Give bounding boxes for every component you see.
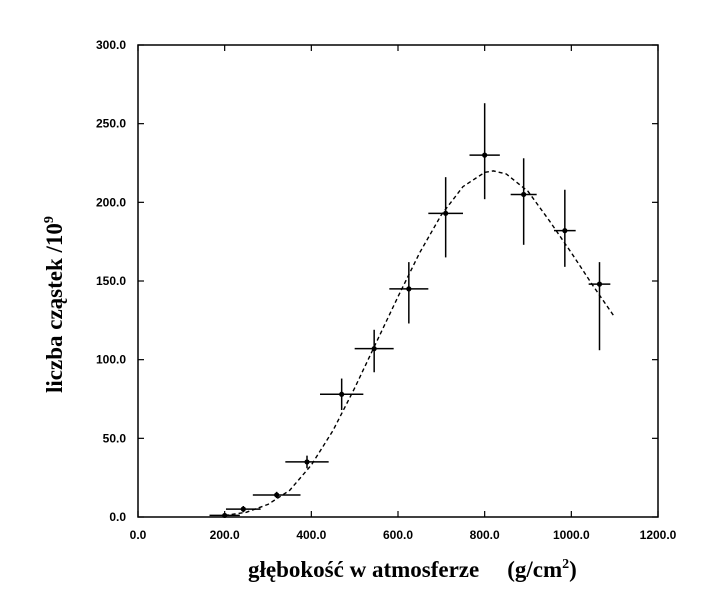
tick-labels: 0.0 200.0 400.0 600.0 800.0 1000.0 1200.0 0.0 50…: [96, 38, 677, 542]
point-marker: [521, 191, 527, 198]
data-point: [510, 158, 537, 245]
data-points-layer: [209, 103, 611, 519]
y-tick-label: 50.0: [103, 431, 127, 445]
fit-curve-layer: [224, 170, 616, 517]
y-tick-label: 0.0: [109, 510, 126, 524]
axis-ticks: [137, 44, 659, 518]
data-point: [469, 103, 500, 200]
data-point: [389, 262, 429, 324]
data-point: [209, 512, 240, 519]
data-point: [285, 455, 329, 469]
point-marker: [443, 210, 449, 216]
y-tick-label: 250.0: [96, 117, 126, 131]
y-tick-label: 150.0: [96, 274, 126, 288]
point-marker: [222, 512, 228, 519]
y-axis-title: liczba cząstek /109: [42, 216, 67, 393]
point-marker: [406, 286, 412, 292]
data-point: [354, 329, 394, 373]
fit-curve: [224, 170, 616, 517]
data-point: [588, 262, 611, 351]
data-point: [225, 505, 261, 513]
point-marker: [304, 459, 310, 465]
x-tick-label: 1200.0: [640, 528, 677, 542]
point-marker: [240, 506, 246, 512]
point-marker: [562, 228, 568, 234]
plot-frame: [137, 44, 659, 518]
x-tick-label: 600.0: [383, 528, 413, 542]
point-marker: [339, 391, 345, 397]
data-point: [554, 189, 576, 267]
point-marker: [482, 152, 488, 158]
data-point: [252, 491, 301, 499]
point-marker: [274, 492, 280, 498]
x-tick-label: 400.0: [296, 528, 326, 542]
x-tick-label: 200.0: [210, 528, 240, 542]
y-tick-label: 100.0: [96, 353, 126, 367]
y-tick-label: 300.0: [96, 38, 126, 52]
data-point: [428, 177, 463, 258]
y-tick-label: 200.0: [96, 195, 126, 209]
point-marker: [596, 281, 603, 287]
x-tick-label: 1000.0: [553, 528, 590, 542]
x-tick-label: 0.0: [130, 528, 147, 542]
x-axis-title: głębokość w atmosferze (g/cm2): [248, 557, 577, 582]
x-tick-label: 800.0: [470, 528, 500, 542]
data-point: [320, 378, 364, 411]
point-marker: [371, 346, 377, 352]
